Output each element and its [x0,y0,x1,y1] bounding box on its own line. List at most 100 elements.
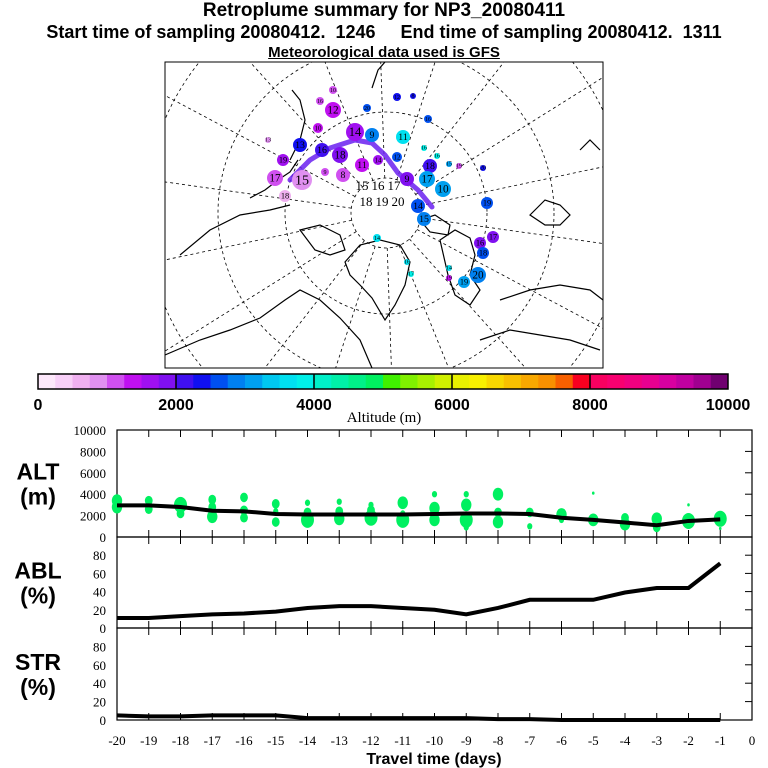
alt-particle-dot [687,503,690,507]
map-marker: 16 [315,143,329,157]
colorbar-swatch [607,374,625,389]
map-marker-label: 16 [476,239,484,248]
map-marker-label: 16 [317,145,327,156]
alt-particle-dot [176,508,185,519]
colorbar-swatch [417,374,436,389]
map-marker-dot [355,158,369,172]
map-marker-label: 19 [456,163,462,169]
alt-particle-dot [527,523,533,530]
colorbar-swatch [176,374,194,389]
alt-particle-dot [461,498,472,512]
plume-centroid-label: 20 [392,194,405,209]
map-marker-label: 16 [317,99,323,105]
x-tick-label: -1 [715,733,726,748]
map-marker-label: 14 [374,236,380,242]
colorbar-swatch [572,374,591,389]
x-tick-label: -16 [235,733,253,748]
x-tick-label: -7 [524,733,535,748]
map-marker: 11 [355,158,369,172]
map-marker-label: 11 [357,160,367,171]
map-marker-dot [404,259,410,265]
colorbar-axis-label: Altitude (m) [347,410,422,426]
figure-title: Retroplume summary for NP3_20080411 [202,0,566,21]
x-tick-label: -17 [204,733,222,748]
map-marker: 20 [480,165,486,171]
y-tick-label: 80 [93,639,106,654]
map-marker-dot [417,212,431,226]
map-marker-label: 15 [446,161,452,167]
map-marker: 17 [487,231,499,243]
plume-centroid-label: 18 [360,194,373,209]
map-marker-label: 19 [279,156,287,165]
alt-particle-dot [207,510,218,524]
map-marker: 18 [279,190,291,202]
alt-particle-dot [718,526,722,531]
map-marker: 16 [316,97,324,105]
map-marker-label: 17 [421,174,433,186]
panel-label-str: STR [15,649,61,675]
map-marker-dot [332,147,348,163]
colorbar-swatch [486,374,505,389]
coastline [298,224,346,256]
map-marker-label: 9 [405,174,410,185]
y-tick-label: 80 [93,548,106,563]
y-tick-label: 0 [100,713,107,728]
map-marker: 14 [346,123,364,141]
map-background [165,62,603,368]
colorbar-swatch [72,374,91,389]
y-tick-label: 60 [93,658,106,673]
map-marker: 17 [408,271,414,277]
map-marker-dot [277,154,289,166]
map-marker-label: 13 [265,137,271,143]
map-marker: 9 [400,172,414,186]
y-tick-label: 2000 [80,509,106,524]
map-marker-dot [363,104,371,112]
map-marker-label: 12 [327,105,338,117]
map-marker-label: 17 [408,271,414,277]
x-tick-label: -2 [683,733,694,748]
x-tick-label: -8 [493,733,504,748]
alt-particle-dot [364,509,378,526]
x-tick-label: -12 [362,733,379,748]
colorbar-tick-label: 10000 [706,397,751,414]
x-tick-label: -9 [461,733,472,748]
y-tick-label: 40 [93,676,106,691]
map-marker-label: 12 [394,153,402,161]
map-marker: 14 [373,234,381,242]
map-marker-label: 19 [446,275,452,281]
coastline [529,199,571,226]
colorbar-swatch [279,374,298,389]
colorbar-swatch [245,374,263,389]
alt-particle-dot [271,517,280,527]
colorbar-swatch [710,374,729,389]
map-marker: 18 [423,159,437,173]
map-marker: 19 [456,163,462,169]
map-marker: 17 [267,170,283,186]
sampling-times: Start time of sampling 20080412. 1246 En… [46,22,722,42]
map-marker-label: 16 [404,259,410,265]
x-tick-label: -3 [651,733,662,748]
map-marker-label: 20 [472,270,484,282]
map-marker: 16 [404,259,410,265]
map-marker-label: 10 [315,124,323,132]
alt-particle-dot [144,495,153,506]
panel-label-str: (%) [20,674,56,700]
y-tick-label: 20 [93,695,106,710]
alt-particle-dot [336,498,342,505]
colorbar-swatch [452,374,470,389]
map-marker-dot [329,86,337,94]
alt-particle-dot [459,511,473,528]
map-marker: 9 [321,168,329,176]
map-marker: 19 [277,154,289,166]
x-tick-label: -10 [426,733,443,748]
map-marker-dot [481,197,493,209]
map-marker-label: 12 [394,95,400,101]
x-tick-label: -4 [620,733,631,748]
colorbar-swatch [348,374,367,389]
alt-particle-dot [429,501,440,515]
colorbar-swatch [296,374,315,389]
map-marker-label: 20 [480,165,486,171]
colorbar-swatch [624,374,643,389]
map-marker: 18 [332,147,348,163]
